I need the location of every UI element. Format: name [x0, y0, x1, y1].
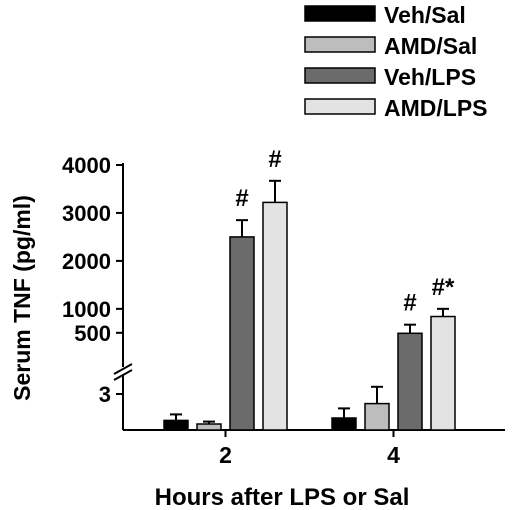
bar	[163, 419, 189, 431]
legend: Veh/Sal AMD/Sal Veh/LPS AMD/LPS	[304, 2, 488, 121]
bar	[229, 236, 255, 431]
legend-swatch	[304, 98, 376, 115]
legend-swatch	[304, 5, 376, 22]
legend-label: Veh/Sal	[384, 2, 466, 28]
legend-label: AMD/Sal	[384, 33, 477, 59]
y-tick-label: 3	[99, 382, 111, 407]
bar	[430, 315, 456, 431]
bar	[196, 423, 222, 431]
bar	[397, 332, 423, 431]
significance-marker: #*	[432, 274, 455, 301]
y-tick-label: 1000	[62, 297, 111, 322]
legend-swatch	[304, 36, 376, 53]
annotations: # # # #*	[235, 146, 455, 317]
axis-break-mark	[113, 363, 133, 375]
bar	[331, 417, 357, 431]
x-tick-label: 4	[387, 442, 400, 468]
y-tick-label: 500	[74, 321, 111, 346]
bar	[262, 201, 288, 431]
axis-break-mark	[113, 369, 133, 381]
y-tick-label: 3000	[62, 201, 111, 226]
legend-label: AMD/LPS	[384, 95, 488, 121]
significance-marker: #	[235, 185, 248, 212]
significance-marker: #	[403, 290, 416, 317]
bars	[163, 179, 456, 431]
y-axis-label: Serum TNF (pg/ml)	[9, 195, 35, 401]
bar	[364, 402, 390, 431]
x-axis-label: Hours after LPS or Sal	[155, 484, 410, 510]
significance-marker: #	[268, 146, 281, 173]
x-tick-label: 2	[219, 442, 232, 468]
axis-break	[113, 363, 505, 381]
axis-break-gap	[113, 367, 505, 375]
y-tick-label: 4000	[62, 153, 111, 178]
legend-swatch	[304, 67, 376, 84]
legend-label: Veh/LPS	[384, 64, 476, 90]
y-tick-label: 2000	[62, 249, 111, 274]
